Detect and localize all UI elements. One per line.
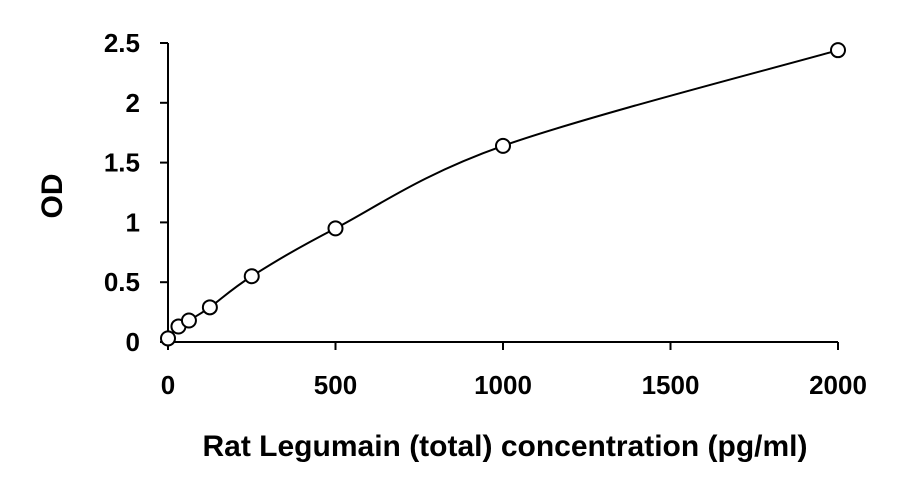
data-point — [201, 299, 218, 316]
y-tick-label: 2 — [126, 88, 140, 118]
y-tick-label: 1 — [126, 207, 140, 237]
y-tick-label: 0 — [126, 327, 140, 357]
fit-curve — [167, 49, 839, 340]
x-axis-ticks: 0 500 1000 1500 2000 — [161, 342, 867, 400]
x-tick-label: 500 — [314, 370, 357, 400]
y-axis-title: OD — [36, 174, 69, 219]
data-point — [160, 330, 176, 347]
y-axis-ticks: 0 0.5 1 1.5 2 2.5 — [104, 28, 168, 357]
axes — [167, 43, 838, 343]
x-axis-title: Rat Legumain (total) concentration (pg/m… — [203, 430, 808, 463]
y-tick-label: 1.5 — [104, 148, 140, 178]
x-tick-label: 2000 — [809, 370, 867, 400]
y-tick-label: 0.5 — [104, 267, 140, 297]
y-tick-label: 2.5 — [104, 28, 140, 58]
data-point — [243, 268, 260, 285]
x-tick-label: 1000 — [474, 370, 532, 400]
data-point — [495, 137, 511, 154]
x-tick-label: 0 — [161, 370, 175, 400]
data-points — [160, 42, 846, 347]
data-point — [830, 42, 846, 59]
data-point — [180, 312, 197, 329]
x-tick-label: 1500 — [642, 370, 700, 400]
data-point — [327, 220, 344, 237]
